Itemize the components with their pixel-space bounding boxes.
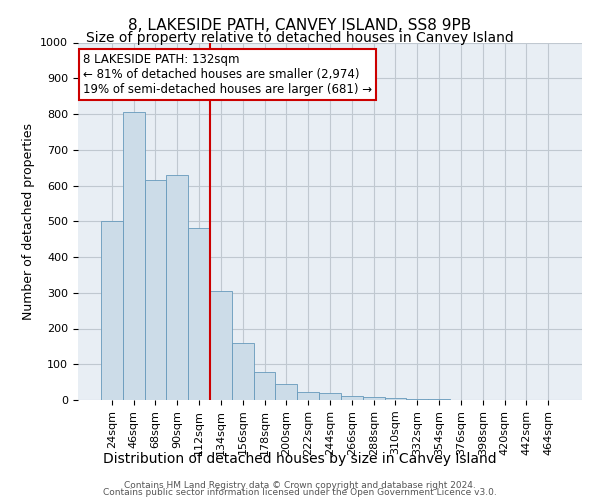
Bar — [297, 392, 319, 400]
Bar — [254, 372, 275, 400]
Text: Contains public sector information licensed under the Open Government Licence v3: Contains public sector information licen… — [103, 488, 497, 497]
Y-axis label: Number of detached properties: Number of detached properties — [22, 122, 35, 320]
Bar — [385, 398, 406, 400]
Text: Size of property relative to detached houses in Canvey Island: Size of property relative to detached ho… — [86, 31, 514, 45]
Text: 8 LAKESIDE PATH: 132sqm
← 81% of detached houses are smaller (2,974)
19% of semi: 8 LAKESIDE PATH: 132sqm ← 81% of detache… — [83, 53, 372, 96]
Text: Contains HM Land Registry data © Crown copyright and database right 2024.: Contains HM Land Registry data © Crown c… — [124, 480, 476, 490]
Text: Distribution of detached houses by size in Canvey Island: Distribution of detached houses by size … — [103, 452, 497, 466]
Bar — [123, 112, 145, 400]
Text: 8, LAKESIDE PATH, CANVEY ISLAND, SS8 9PB: 8, LAKESIDE PATH, CANVEY ISLAND, SS8 9PB — [128, 18, 472, 32]
Bar — [188, 228, 210, 400]
Bar — [363, 397, 385, 400]
Bar — [145, 180, 166, 400]
Bar — [275, 384, 297, 400]
Bar — [341, 396, 363, 400]
Bar — [210, 291, 232, 400]
Bar — [166, 175, 188, 400]
Bar — [101, 221, 123, 400]
Bar — [232, 343, 254, 400]
Bar — [319, 393, 341, 400]
Bar — [406, 399, 428, 400]
